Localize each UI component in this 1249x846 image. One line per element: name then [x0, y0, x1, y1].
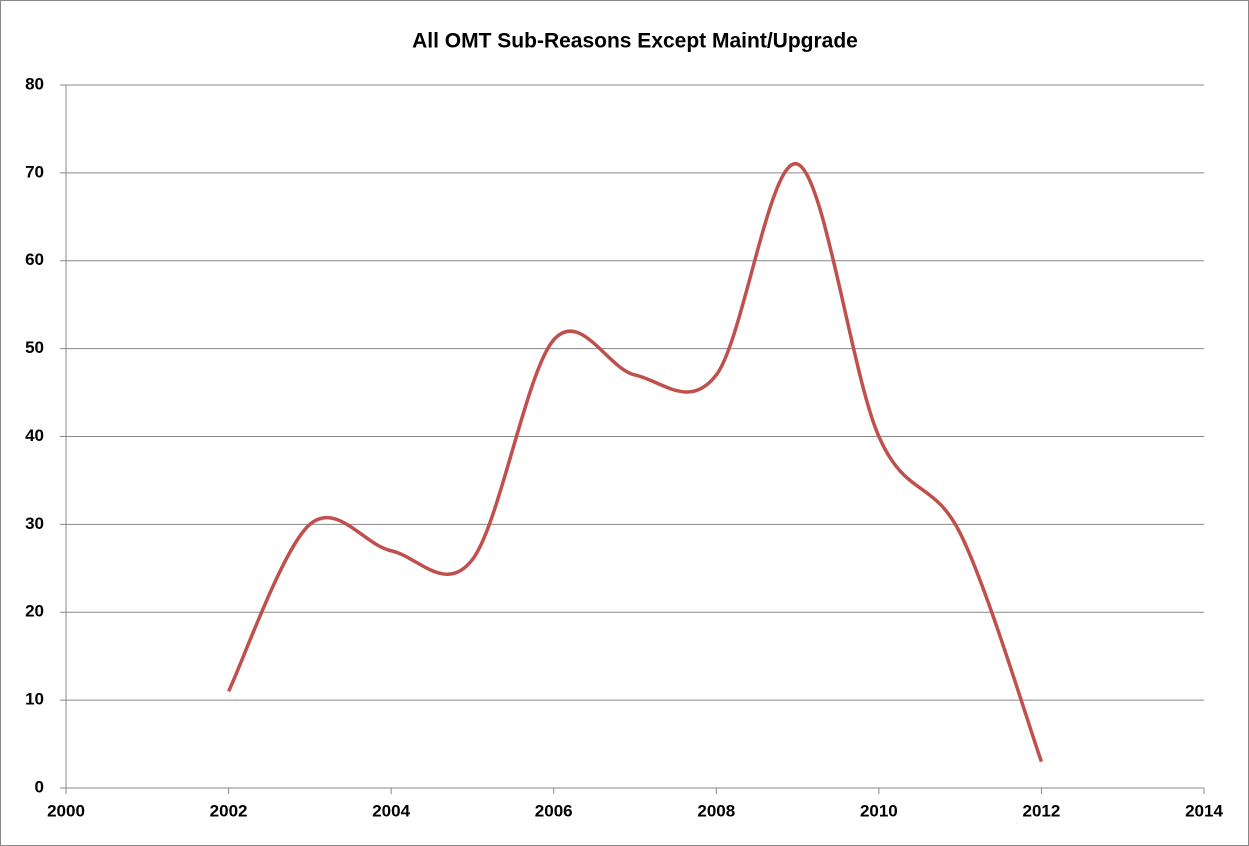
y-tick-label: 60 — [25, 250, 44, 269]
y-tick-label: 30 — [25, 514, 44, 533]
x-tick-label: 2000 — [47, 801, 85, 820]
x-tick-label: 2004 — [372, 801, 410, 820]
x-tick-label: 2010 — [860, 801, 898, 820]
y-tick-label: 80 — [25, 74, 44, 93]
y-tick-label: 50 — [25, 338, 44, 357]
x-tick-label: 2006 — [535, 801, 573, 820]
chart-title: All OMT Sub-Reasons Except Maint/Upgrade — [412, 30, 858, 53]
y-tick-label: 40 — [25, 426, 44, 445]
x-tick-label: 2012 — [1023, 801, 1061, 820]
y-tick-label: 10 — [25, 690, 44, 709]
x-tick-label: 2014 — [1185, 801, 1223, 820]
y-tick-label: 20 — [25, 602, 44, 621]
x-tick-label: 2008 — [697, 801, 735, 820]
y-tick-label: 70 — [25, 162, 44, 181]
x-tick-label: 2002 — [210, 801, 248, 820]
y-tick-label: 0 — [35, 777, 44, 796]
line-series — [226, 162, 1044, 763]
